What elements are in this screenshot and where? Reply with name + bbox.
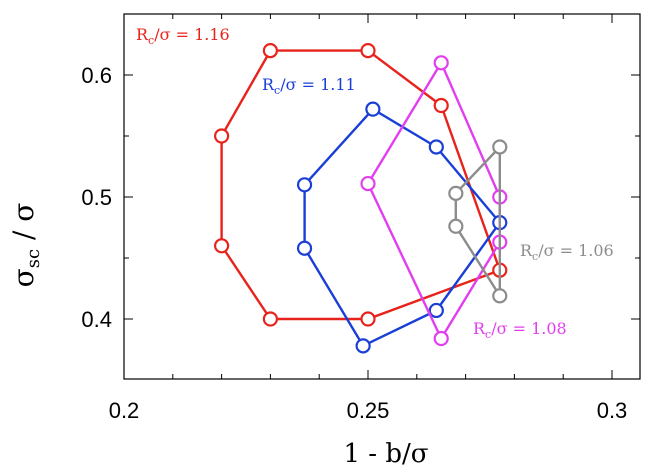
data-point bbox=[428, 302, 444, 319]
axes: 0.2 0.25 0.3 0.4 0.5 0.6 bbox=[81, 13, 641, 423]
data-point bbox=[492, 139, 508, 155]
series-label-4: Rc/σ = 1.06 bbox=[520, 241, 614, 263]
data-point bbox=[296, 240, 313, 256]
x-axis-title: 1 - b/σ bbox=[343, 439, 428, 469]
data-point bbox=[433, 97, 449, 114]
series-line bbox=[303, 108, 501, 347]
data-point bbox=[448, 185, 464, 201]
series-2 bbox=[296, 101, 508, 354]
data-point bbox=[214, 128, 230, 144]
series-4 bbox=[448, 139, 508, 304]
data-point bbox=[492, 288, 508, 304]
y-axis-title-sub: sc bbox=[23, 249, 44, 268]
y-tick-label: 0.4 bbox=[81, 307, 112, 332]
series-layer bbox=[214, 42, 508, 354]
series-labels: Rc/σ = 1.16 Rc/σ = 1.11 Rc/σ = 1.08 Rc/σ = … bbox=[136, 25, 614, 341]
data-point bbox=[433, 55, 449, 71]
data-point bbox=[365, 101, 381, 117]
data-point bbox=[360, 311, 376, 327]
data-point bbox=[355, 338, 371, 354]
series-label-3: Rc/σ = 1.08 bbox=[473, 319, 567, 341]
data-point bbox=[360, 175, 376, 192]
series-label-1: Rc/σ = 1.16 bbox=[136, 25, 230, 47]
x-tick-label: 0.3 bbox=[597, 398, 628, 423]
data-point bbox=[433, 330, 449, 347]
data-point bbox=[448, 218, 464, 234]
y-tick-label: 0.6 bbox=[81, 63, 112, 88]
data-point bbox=[428, 139, 444, 155]
data-point bbox=[296, 177, 313, 193]
series-label-2: Rc/σ = 1.11 bbox=[262, 75, 356, 97]
data-point bbox=[262, 42, 278, 59]
data-point bbox=[214, 238, 230, 254]
x-tick-label: 0.25 bbox=[347, 398, 390, 423]
x-tick-label: 0.2 bbox=[109, 398, 140, 423]
y-tick-label: 0.5 bbox=[81, 185, 112, 210]
data-point bbox=[262, 311, 278, 327]
data-point bbox=[360, 42, 376, 59]
y-axis-title: σsc / σ bbox=[7, 203, 44, 288]
y-axis-title-tail: / σ bbox=[7, 203, 40, 249]
y-axis-title-main: σ bbox=[7, 268, 40, 287]
